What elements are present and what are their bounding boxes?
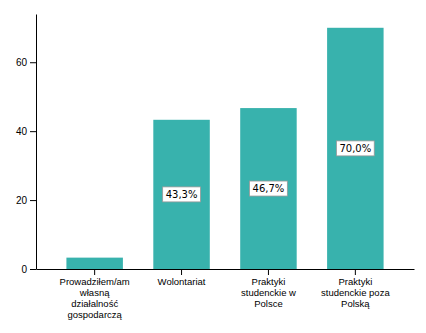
x-tick-mark <box>355 269 356 275</box>
chart: Prowadziłem/amwłasnądziałalnośćgospodarc… <box>0 0 426 333</box>
x-axis: Prowadziłem/amwłasnądziałalnośćgospodarc… <box>37 269 415 320</box>
bar <box>153 120 209 269</box>
data-label: 43,3% <box>166 189 198 200</box>
x-tick-label: Prowadziłem/amwłasnądziałalnośćgospodarc… <box>60 276 130 320</box>
y-tick-label: 20 <box>16 195 28 206</box>
data-label: 70,0% <box>339 143 371 154</box>
y-tick-mark <box>30 62 36 63</box>
x-tick-label-line: studenckie w <box>241 287 296 298</box>
x-tick-label-line: Praktyki <box>252 276 286 287</box>
x-tick-label: Praktykistudenckie pozaPolską <box>321 276 390 309</box>
x-tick-label-line: własną <box>79 287 110 298</box>
y-tick-label: 40 <box>16 126 28 137</box>
x-tick-label-line: Praktyki <box>338 276 372 287</box>
data-label-box <box>336 141 374 156</box>
y-tick-mark <box>30 200 36 201</box>
x-axis-line <box>37 269 415 270</box>
x-tick-mark <box>268 269 269 275</box>
x-tick-label-line: Polsce <box>254 298 283 309</box>
bar <box>327 28 383 269</box>
x-tick: Praktykistudenckie wPolsce <box>241 269 296 309</box>
x-tick-label: Praktykistudenckie wPolsce <box>241 276 296 309</box>
plot: Prowadziłem/amwłasnądziałalnośćgospodarc… <box>16 15 415 320</box>
y-tick-label: 0 <box>21 264 27 275</box>
x-tick-mark <box>181 269 182 275</box>
y-axis: 0 20 40 60 <box>16 15 37 275</box>
x-tick-label: Wolontariat <box>158 276 206 287</box>
y-tick: 40 <box>16 126 36 137</box>
bar <box>66 258 122 269</box>
x-tick: Praktykistudenckie pozaPolską <box>321 269 390 309</box>
y-tick: 20 <box>16 195 36 206</box>
y-tick-label: 60 <box>16 57 28 68</box>
data-label: 46,7% <box>253 183 285 194</box>
x-tick-label-line: Polską <box>341 298 370 309</box>
data-labels: 43,3% 46,7% 70,0% <box>163 141 375 202</box>
y-tick-mark <box>30 131 36 132</box>
x-tick: Wolontariat <box>158 269 206 287</box>
bar <box>240 108 296 269</box>
y-axis-line <box>36 15 37 270</box>
x-tick-mark <box>94 269 95 275</box>
y-tick: 60 <box>16 57 36 68</box>
y-tick: 0 <box>21 264 36 275</box>
data-label-box <box>250 181 288 196</box>
y-tick-mark <box>30 269 36 270</box>
x-tick-label-line: Wolontariat <box>158 276 206 287</box>
x-tick-label-line: Prowadziłem/am <box>60 276 130 287</box>
x-tick-label-line: gospodarczą <box>67 309 122 320</box>
bars <box>66 28 383 269</box>
x-tick-label-line: działalność <box>71 298 118 309</box>
x-tick: Prowadziłem/amwłasnądziałalnośćgospodarc… <box>60 269 130 320</box>
data-label-box <box>163 187 201 202</box>
x-tick-label-line: studenckie poza <box>321 287 390 298</box>
